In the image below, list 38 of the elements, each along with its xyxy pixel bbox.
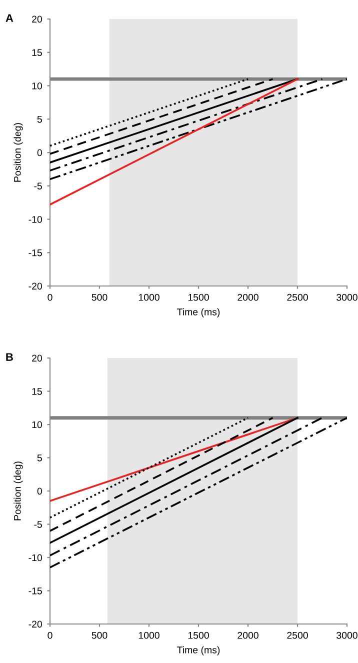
x-tick-label: 500	[92, 294, 108, 301]
y-tick-label: -5	[34, 521, 42, 528]
x-tick-label: 0	[48, 632, 52, 639]
y-tick-label: -20	[28, 620, 42, 628]
y-tick-label: -15	[28, 588, 42, 594]
y-tick-label: 0	[37, 149, 42, 156]
y-tick-label: 10	[32, 421, 42, 428]
x-tick-label: 1500	[188, 294, 209, 301]
x-tick-label: 0	[48, 294, 52, 301]
x-tick-label: 2000	[238, 632, 258, 639]
x-tick-label: 1000	[138, 632, 160, 639]
x-tick-label: 3000	[336, 294, 358, 301]
x-axis-title: Time (ms)	[177, 308, 220, 318]
y-tick-label: 15	[32, 49, 42, 56]
y-tick-label: -5	[34, 182, 42, 190]
y-tick-label: 15	[32, 388, 42, 395]
y-tick-label: -15	[28, 249, 42, 256]
x-tick-label: 500	[92, 632, 108, 639]
x-tick-label: 2500	[287, 632, 308, 639]
x-tick-label: 1000	[138, 294, 160, 301]
y-tick-label: 5	[37, 454, 42, 462]
y-tick-label: -10	[28, 216, 42, 223]
x-tick-label: 2000	[238, 294, 258, 301]
y-tick-label: -20	[28, 282, 42, 290]
y-tick-label: 5	[37, 116, 42, 123]
x-axis-title: Time (ms)	[177, 646, 220, 656]
y-axis-title: Position (deg)	[14, 123, 23, 182]
x-tick-label: 3000	[336, 632, 358, 639]
y-tick-label: 20	[32, 16, 42, 23]
y-axis-title: Position (deg)	[14, 462, 23, 520]
y-tick-label: 20	[32, 354, 42, 362]
chart-title: B	[6, 353, 13, 361]
y-tick-label: 10	[32, 82, 42, 90]
y-tick-label: 0	[37, 488, 42, 495]
x-tick-label: 1500	[188, 632, 209, 639]
chart-title: A	[6, 14, 14, 22]
y-tick-label: -10	[28, 554, 42, 562]
x-tick-label: 2500	[287, 294, 308, 301]
